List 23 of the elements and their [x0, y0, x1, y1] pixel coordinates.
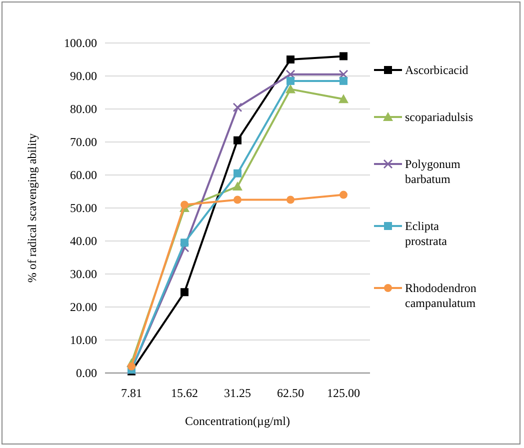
x-tick-label: 7.81 [121, 386, 142, 400]
y-tick-label: 80.00 [70, 102, 97, 116]
x-tick-label: 62.50 [277, 386, 304, 400]
x-axis-title: Concentration(µg/ml) [185, 414, 290, 428]
y-tick-label: 100.00 [64, 36, 97, 50]
legend-label: scopariadulsis [405, 110, 474, 124]
y-tick-label: 90.00 [70, 69, 97, 84]
y-tick-label: 50.00 [70, 201, 97, 216]
y-tick-label: 60.00 [70, 168, 97, 182]
y-tick-label: 0.00 [76, 366, 97, 380]
x-tick-label: 31.25 [224, 386, 251, 400]
legend-label: Ascorbicacid [405, 63, 468, 78]
y-tick-label: 20.00 [70, 300, 97, 314]
legend-label: Polygonum barbatum [405, 157, 462, 186]
x-tick-label: 15.62 [171, 386, 198, 400]
y-tick-label: 10.00 [70, 333, 97, 348]
legend-label: Rhododendron campanulatum [405, 281, 476, 310]
y-tick-label: 30.00 [70, 267, 97, 282]
y-axis-title: % of radical scavenging ability [25, 133, 39, 283]
y-tick-label: 70.00 [70, 135, 97, 150]
y-tick-label: 40.00 [70, 234, 97, 248]
legend-label: Eclipta prostrata [405, 219, 448, 248]
x-tick-label: 125.00 [327, 386, 360, 400]
